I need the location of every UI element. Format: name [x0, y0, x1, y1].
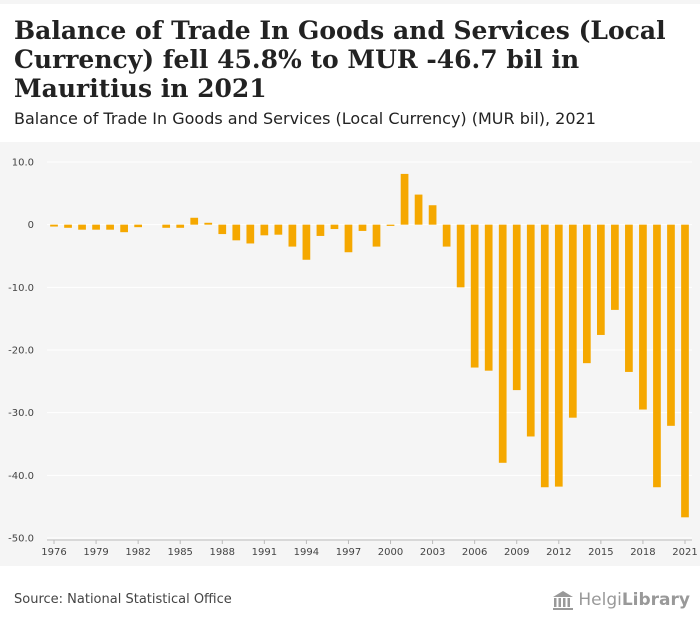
- bar-1996: [330, 224, 339, 230]
- x-tick-label: 1997: [336, 547, 361, 558]
- bar-1978: [78, 224, 86, 230]
- bar-2016: [611, 224, 619, 310]
- y-tick-label: 10.0: [12, 158, 34, 169]
- x-tick-label: 2018: [630, 547, 655, 558]
- bar-2000: [386, 224, 395, 226]
- x-tick-label: 2009: [504, 547, 529, 558]
- bar-2004: [442, 224, 451, 247]
- bar-2013: [568, 224, 577, 418]
- bar-1987: [204, 222, 213, 225]
- bar-1997: [344, 224, 353, 253]
- bar-1985: [176, 224, 185, 228]
- bar-2003: [428, 205, 437, 225]
- x-tick-label: 2003: [420, 547, 445, 558]
- bar-1989: [232, 224, 241, 241]
- chart-title: Balance of Trade In Goods and Services (…: [14, 16, 666, 103]
- top-bar: [0, 0, 700, 4]
- bar-2001: [400, 173, 409, 225]
- bar-1988: [218, 224, 227, 235]
- bar-2006: [470, 224, 479, 368]
- bar-1981: [120, 224, 128, 233]
- x-tick-label: 2000: [378, 547, 403, 558]
- y-tick-label: -50.0: [8, 534, 34, 545]
- bar-2015: [597, 224, 605, 335]
- bar-1993: [288, 224, 297, 247]
- bar-2002: [414, 194, 423, 225]
- bar-1986: [190, 217, 199, 225]
- x-tick-label: 2006: [462, 547, 487, 558]
- x-tick-label: 1982: [125, 547, 150, 558]
- bar-2008: [498, 224, 507, 463]
- library-building-icon: [553, 591, 574, 610]
- chart-area: 10.0 0 -10.0 -20.0 -30.0 -40.0 -50.0 1976 1979 19…: [0, 142, 700, 566]
- x-tick-label: 1988: [210, 547, 235, 558]
- x-tick-label: 2012: [546, 547, 571, 558]
- bar-1999: [372, 224, 381, 247]
- y-tick-label: -30.0: [8, 408, 34, 419]
- x-tick-label: 1991: [252, 547, 277, 558]
- chart-subtitle: Balance of Trade In Goods and Services (…: [14, 109, 596, 128]
- bar-1982: [134, 224, 142, 228]
- helgi-library-logo: HelgiLibrary: [552, 588, 690, 612]
- bar-1979: [92, 224, 100, 230]
- bar-2020: [667, 224, 675, 426]
- bar-2011: [540, 224, 549, 488]
- bar-1991: [260, 224, 269, 236]
- bar-1995: [316, 224, 325, 236]
- bar-1984: [162, 224, 171, 228]
- y-tick-label: -40.0: [8, 471, 34, 482]
- y-tick-label: 0: [28, 220, 34, 231]
- logo-text-library: Library: [621, 590, 690, 610]
- bar-1990: [246, 224, 255, 244]
- bar-1976: [50, 224, 58, 227]
- bar-1992: [274, 224, 283, 235]
- bar-1994: [302, 224, 311, 260]
- bar-2019: [653, 224, 661, 488]
- logo-text-helgi: Helgi: [578, 590, 622, 610]
- bar-2018: [639, 224, 647, 410]
- bar-2021: [681, 224, 689, 518]
- x-tick-label: 2021: [672, 547, 697, 558]
- bar-1980: [106, 224, 114, 230]
- x-tick-label: 1976: [41, 547, 66, 558]
- bar-2012: [554, 224, 563, 487]
- source-note: Source: National Statistical Office: [14, 592, 232, 607]
- bar-2005: [456, 224, 465, 288]
- bar-2017: [625, 224, 633, 372]
- bar-2014: [582, 224, 591, 364]
- bar-chart: 10.0 0 -10.0 -20.0 -30.0 -40.0 -50.0 1976 1979 19…: [8, 158, 698, 559]
- x-tick-label: 2015: [588, 547, 613, 558]
- y-tick-label: -20.0: [8, 346, 34, 357]
- bar-2010: [526, 224, 535, 437]
- x-tick-label: 1985: [167, 547, 192, 558]
- y-tick-label: -10.0: [8, 283, 34, 294]
- x-tick-label: 1979: [83, 547, 108, 558]
- bar-2007: [484, 224, 493, 371]
- x-tick-label: 1994: [294, 547, 319, 558]
- bar-2009: [512, 224, 521, 391]
- bar-1998: [358, 224, 367, 231]
- bar-1977: [64, 224, 72, 228]
